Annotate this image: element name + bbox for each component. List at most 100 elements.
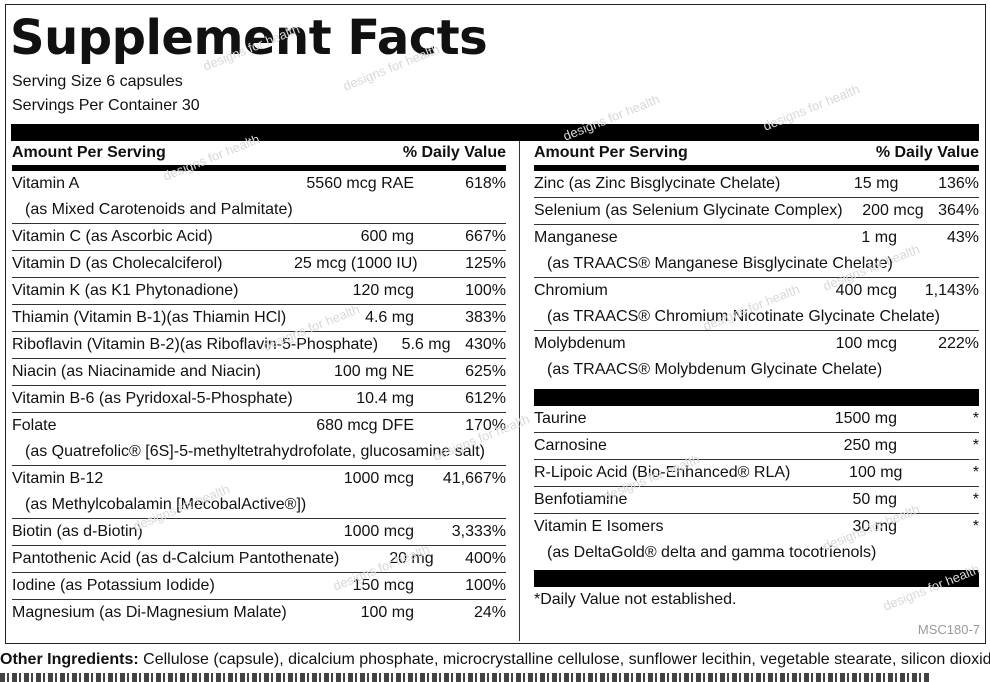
nutrient-row: Magnesium (as Di-Magnesium Malate) 100 mg… bbox=[12, 600, 506, 626]
nutrient-source: (as Mixed Carotenoids and Palmitate) bbox=[25, 201, 293, 218]
nutrient-row: Vitamin K (as K1 Phytonadione) 120 mcg 100… bbox=[12, 278, 506, 305]
nutrient-row: Vitamin A 5560 mcg RAE 618% (as Mixed Carot… bbox=[12, 171, 506, 224]
nutrient-daily-value: 612% bbox=[465, 390, 506, 407]
nutrient-name: Thiamin (Vitamin B-1)(as Thiamin HCl) bbox=[12, 309, 287, 326]
nutrient-daily-value: 667% bbox=[465, 228, 506, 245]
nutrient-name: Vitamin A bbox=[12, 175, 80, 192]
black-divider bbox=[534, 389, 979, 406]
nutrient-daily-value: 625% bbox=[465, 363, 506, 380]
nutrient-name: R-Lipoic Acid (Bio-Enhanced® RLA) bbox=[534, 464, 791, 481]
nutrient-name: Vitamin D (as Cholecalciferol) bbox=[12, 255, 223, 272]
nutrient-row: R-Lipoic Acid (Bio-Enhanced® RLA) 100 mg * bbox=[534, 460, 979, 487]
nutrient-daily-value: * bbox=[972, 410, 979, 427]
nutrient-name: Folate bbox=[12, 417, 57, 434]
nutrient-amount: 100 mcg bbox=[835, 335, 897, 352]
nutrient-amount: 50 mg bbox=[852, 491, 897, 508]
nutrient-amount: 10.4 mg bbox=[356, 390, 414, 407]
amount-per-serving-label: Amount Per Serving bbox=[534, 144, 688, 161]
nutrient-amount: 120 mcg bbox=[352, 282, 414, 299]
nutrient-row: Vitamin D (as Cholecalciferol) 25 mcg (10… bbox=[12, 251, 506, 278]
right-nutrient-column: Amount Per Serving % Daily Value Zinc (a… bbox=[534, 141, 979, 609]
nutrient-daily-value: 43% bbox=[946, 229, 979, 246]
nutrient-row: Thiamin (Vitamin B-1)(as Thiamin HCl) 4.6… bbox=[12, 305, 506, 332]
nutrient-name: Zinc (as Zinc Bisglycinate Chelate) bbox=[534, 175, 781, 192]
serving-size: Serving Size 6 capsules bbox=[12, 73, 183, 90]
nutrient-name: Molybdenum bbox=[534, 335, 626, 352]
nutrient-amount: 150 mcg bbox=[352, 577, 414, 594]
nutrient-daily-value: 100% bbox=[465, 577, 506, 594]
supplement-facts-panel bbox=[5, 4, 986, 644]
nutrient-amount: 100 mg bbox=[849, 464, 903, 481]
nutrient-name: Chromium bbox=[534, 282, 608, 299]
nutrient-daily-value: 100% bbox=[465, 282, 506, 299]
nutrient-amount: 1 mg bbox=[861, 229, 897, 246]
nutrient-amount: 15 mg bbox=[853, 175, 899, 192]
other-ingredients: Other Ingredients: Cellulose (capsule), … bbox=[0, 651, 990, 669]
nutrient-daily-value: 383% bbox=[465, 309, 506, 326]
nutrient-row: Zinc (as Zinc Bisglycinate Chelate) 15 mg… bbox=[534, 171, 979, 198]
nutrient-row: Niacin (as Niacinamide and Niacin) 100 mg… bbox=[12, 359, 506, 386]
nutrient-amount: 30 mg bbox=[852, 518, 897, 535]
nutrient-daily-value: 430% bbox=[465, 336, 506, 353]
thick-divider bbox=[11, 124, 979, 141]
daily-value-label: % Daily Value bbox=[402, 144, 506, 161]
nutrient-row: Taurine 1500 mg * bbox=[534, 406, 979, 433]
nutrient-amount: 1000 mcg bbox=[343, 470, 414, 487]
nutrient-daily-value: * bbox=[972, 491, 979, 508]
nutrient-row: Selenium (as Selenium Glycinate Complex)… bbox=[534, 198, 979, 225]
nutrient-row: Vitamin E Isomers 30 mg * (as DeltaGold® de… bbox=[534, 514, 979, 566]
nutrient-daily-value: * bbox=[972, 437, 979, 454]
nutrient-name: Vitamin C (as Ascorbic Acid) bbox=[12, 228, 213, 245]
nutrient-name: Vitamin E Isomers bbox=[534, 518, 664, 535]
nutrient-source: (as TRAACS® Manganese Bisglycinate Chela… bbox=[547, 255, 893, 272]
amount-per-serving-label: Amount Per Serving bbox=[12, 144, 166, 161]
nutrient-name: Vitamin K (as K1 Phytonadione) bbox=[12, 282, 239, 299]
nutrient-amount: 600 mg bbox=[360, 228, 414, 245]
nutrient-daily-value: 3,333% bbox=[451, 523, 506, 540]
nutrient-daily-value: 170% bbox=[465, 417, 506, 434]
nutrient-amount: 100 mg bbox=[360, 604, 414, 621]
nutrient-row: Vitamin C (as Ascorbic Acid) 600 mg 667% bbox=[12, 224, 506, 251]
nutrient-name: Iodine (as Potassium Iodide) bbox=[12, 577, 215, 594]
nutrient-source: (as Quatrefolic® [6S]-5-methyltetrahydro… bbox=[25, 443, 485, 460]
other-ingredients-label: Other Ingredients: bbox=[0, 651, 139, 668]
nutrient-row: Vitamin B-12 1000 mcg 41,667% (as Methylcob… bbox=[12, 466, 506, 519]
nutrient-amount: 4.6 mg bbox=[365, 309, 414, 326]
nutrient-source: (as Methylcobalamin [MecobalActive®]) bbox=[25, 496, 307, 513]
nutrient-row: Folate 680 mcg DFE 170% (as Quatrefolic® [6… bbox=[12, 413, 506, 466]
nutrient-row: Pantothenic Acid (as d-Calcium Pantothen… bbox=[12, 546, 506, 573]
nutrient-amount: 25 mcg (1000 IU) bbox=[294, 255, 418, 272]
nutrient-name: Selenium (as Selenium Glycinate Complex) bbox=[534, 202, 843, 219]
nutrient-amount: 20 mg bbox=[389, 550, 434, 567]
page-title: Supplement Facts bbox=[10, 10, 488, 66]
nutrient-amount: 5.6 mg bbox=[401, 336, 451, 353]
nutrient-name: Pantothenic Acid (as d-Calcium Pantothen… bbox=[12, 550, 340, 567]
nutrient-amount: 400 mcg bbox=[835, 282, 897, 299]
nutrient-row: Manganese 1 mg 43% (as TRAACS® Manganese Bi… bbox=[534, 225, 979, 278]
nutrient-daily-value: 222% bbox=[938, 335, 979, 352]
nutrient-row: Carnosine 250 mg * bbox=[534, 433, 979, 460]
servings-per-container: Servings Per Container 30 bbox=[12, 97, 200, 114]
nutrient-name: Benfotiamine bbox=[534, 491, 628, 508]
nutrient-daily-value: 1,143% bbox=[924, 282, 979, 299]
nutrient-row: Chromium 400 mcg 1,143% (as TRAACS® Chromiu… bbox=[534, 278, 979, 331]
nutrient-name: Taurine bbox=[534, 410, 587, 427]
nutrient-row: Molybdenum 100 mcg 222% (as TRAACS® Molybde… bbox=[534, 331, 979, 383]
nutrient-amount: 680 mcg DFE bbox=[316, 417, 414, 434]
nutrient-amount: 5560 mcg RAE bbox=[306, 175, 414, 192]
left-column-header: Amount Per Serving % Daily Value bbox=[12, 141, 506, 171]
nutrient-row: Benfotiamine 50 mg * bbox=[534, 487, 979, 514]
nutrient-source: (as TRAACS® Molybdenum Glycinate Chelate… bbox=[547, 361, 883, 378]
nutrient-name: Niacin (as Niacinamide and Niacin) bbox=[12, 363, 261, 380]
nutrient-amount: 200 mcg bbox=[862, 202, 924, 219]
nutrient-name: Riboflavin (Vitamin B-2)(as Riboflavin-5… bbox=[12, 336, 379, 353]
nutrient-source: (as DeltaGold® delta and gamma tocotrien… bbox=[547, 544, 877, 561]
nutrient-amount: 1000 mcg bbox=[343, 523, 414, 540]
right-other-ingredients-list: Taurine 1500 mg * Carnosine 250 mg * R-Lipoic … bbox=[534, 406, 979, 566]
nutrient-amount: 250 mg bbox=[843, 437, 897, 454]
nutrient-row: Vitamin B-6 (as Pyridoxal-5-Phosphate) 10… bbox=[12, 386, 506, 413]
nutrient-daily-value: * bbox=[972, 518, 979, 535]
black-divider bbox=[534, 570, 979, 587]
right-column-header: Amount Per Serving % Daily Value bbox=[534, 141, 979, 171]
product-code: MSC180-7 bbox=[917, 622, 980, 637]
